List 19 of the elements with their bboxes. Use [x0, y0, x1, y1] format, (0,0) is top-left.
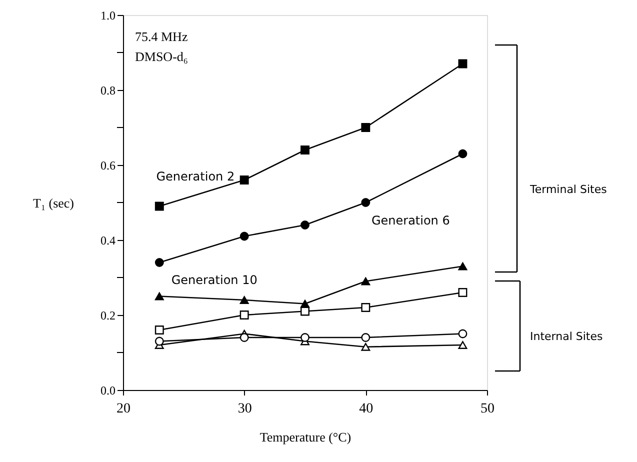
x-tick-label: 30	[238, 402, 252, 416]
x-axis-title: Temperature (°C)	[260, 430, 352, 444]
y-axis-title: T₁ (sec)	[33, 196, 74, 210]
y-tick-label: 0.0	[100, 384, 116, 398]
y-tick-label: 0.8	[100, 84, 116, 98]
series-label: Generation 2	[156, 169, 235, 184]
annotation: DMSO-d₆	[135, 49, 188, 64]
text: Terminal Sites	[529, 183, 608, 196]
y-tick-label: 1.0	[100, 8, 116, 22]
y-tick-label: 0.2	[100, 308, 116, 322]
x-tick-label: 40	[359, 402, 374, 416]
x-tick-label: 20	[116, 402, 130, 416]
series-label: Generation 10	[171, 273, 258, 287]
annotation: 75.4 MHz	[135, 29, 188, 44]
y-tick-label: 0.4	[100, 234, 116, 248]
text: Internal Sites	[530, 330, 604, 343]
series-label: Generation 6	[371, 214, 450, 228]
x-tick-label: 50	[480, 402, 494, 416]
y-tick-label: 0.6	[100, 158, 116, 172]
